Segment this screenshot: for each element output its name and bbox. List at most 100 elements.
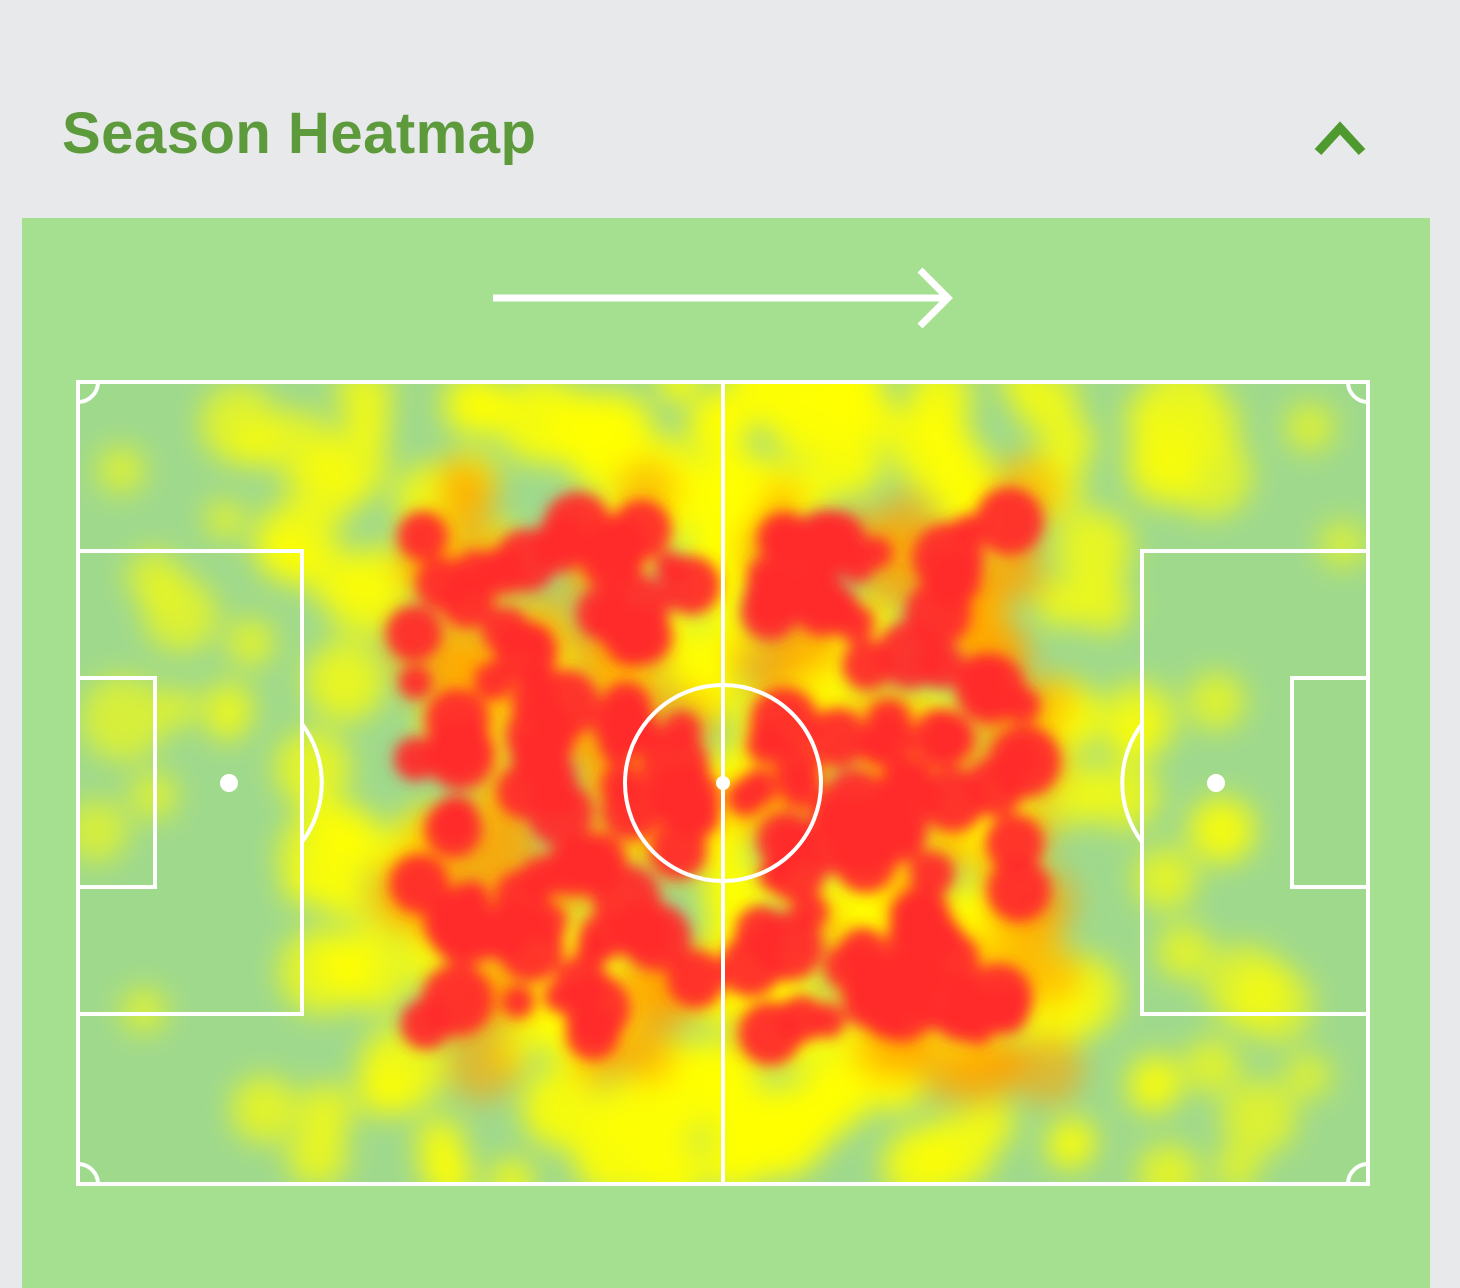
heat-blob — [876, 620, 944, 689]
heat-blob — [386, 605, 442, 662]
heat-blob — [580, 529, 643, 592]
heat-blob — [1284, 402, 1335, 453]
heat-blob — [1054, 509, 1132, 587]
heat-blob — [420, 1145, 470, 1184]
heat-blob — [1319, 521, 1367, 569]
heat-blob — [307, 803, 381, 877]
heat-blob — [966, 675, 1007, 715]
chevron — [1314, 121, 1366, 156]
heat-blob — [521, 1066, 605, 1149]
heat-blob — [808, 708, 868, 768]
heat-blob — [593, 694, 656, 758]
heat-blob — [200, 384, 280, 464]
heat-blob — [911, 708, 972, 769]
heat-blob — [501, 985, 534, 1018]
heat-blob — [757, 511, 812, 567]
heat-blob — [666, 950, 725, 1009]
heat-blob — [1178, 392, 1241, 455]
heat-blob — [80, 675, 167, 762]
heat-blob — [158, 688, 199, 729]
heat-blob — [1044, 417, 1096, 468]
heat-blob — [740, 582, 799, 641]
heat-blob — [984, 1038, 1029, 1082]
heat-blob — [430, 894, 502, 967]
heat-blob — [658, 382, 700, 404]
heat-blob — [421, 964, 494, 1036]
heat-blob — [1191, 801, 1250, 860]
heatmap-panel — [22, 218, 1430, 1288]
heat-blob — [97, 445, 146, 495]
heat-blob — [496, 382, 585, 465]
heat-blob — [275, 729, 352, 806]
heat-blob — [1184, 1038, 1240, 1094]
heat-blob — [1006, 561, 1048, 603]
heat-blob — [688, 397, 747, 457]
heat-blob — [600, 763, 643, 806]
heat-blob — [913, 1036, 981, 1103]
heat-blob — [1156, 924, 1212, 979]
heat-blob — [875, 761, 942, 828]
heat-blob — [1128, 1064, 1178, 1115]
heat-blob — [664, 1040, 717, 1093]
heat-blob — [865, 997, 906, 1038]
heat-blob — [827, 799, 900, 872]
heat-blob — [209, 705, 246, 742]
heat-blob — [964, 757, 1025, 817]
heat-blob — [1011, 1033, 1084, 1106]
heat-blob — [579, 912, 627, 961]
heat-blob — [481, 606, 530, 655]
heat-blob — [790, 892, 829, 931]
heat-blob — [674, 792, 721, 839]
heat-blob — [773, 820, 815, 861]
heat-blob — [662, 459, 733, 530]
heat-blob — [662, 710, 702, 750]
heat-blob — [497, 915, 565, 982]
heat-blob — [974, 486, 1044, 556]
section-title: Season Heatmap — [62, 101, 537, 166]
heat-blob — [760, 480, 804, 524]
heat-blob — [121, 987, 167, 1034]
heat-blob — [304, 641, 386, 722]
heat-blob — [530, 668, 600, 739]
heat-blob — [227, 618, 275, 666]
heat-blob — [313, 426, 390, 503]
heat-blob — [527, 752, 577, 802]
heat-blob — [986, 857, 1051, 923]
heat-high — [386, 486, 1061, 1066]
heat-blob — [739, 1002, 802, 1066]
heat-blob — [424, 718, 496, 790]
heat-blob — [415, 557, 469, 611]
heat-blob — [78, 799, 129, 863]
collapse-toggle[interactable] — [1308, 112, 1372, 164]
heat-blob — [335, 382, 393, 423]
heat-blob — [1074, 576, 1132, 634]
heat-blob — [810, 1002, 846, 1039]
heat-blob — [287, 1125, 349, 1184]
heat-blob — [814, 428, 883, 497]
heat-blob — [1137, 1143, 1199, 1184]
heat-blob — [923, 917, 963, 958]
heat-blob — [735, 905, 787, 958]
heat-blob — [444, 464, 498, 518]
heat-blob — [726, 779, 764, 817]
heat-blob — [1046, 1124, 1092, 1170]
heat-blob — [1035, 578, 1085, 628]
heat-blob — [793, 576, 854, 637]
heat-blob — [924, 550, 982, 608]
heat-blob — [397, 511, 448, 562]
heat-blob — [1283, 1051, 1332, 1100]
pitch-spots — [220, 774, 1225, 792]
heat-blob — [957, 1006, 997, 1046]
heat-blob — [1187, 672, 1245, 730]
heat-blob — [1000, 382, 1040, 402]
heat-blob — [282, 861, 329, 908]
heat-blob — [800, 1053, 876, 1128]
heat-blob — [1204, 944, 1286, 1027]
heat-blob — [906, 382, 972, 430]
heat-blob — [205, 500, 245, 539]
heat-blob — [490, 1159, 534, 1184]
heat-blob — [882, 1127, 958, 1184]
heat-blob — [661, 555, 721, 615]
heat-blob — [1221, 1080, 1297, 1156]
